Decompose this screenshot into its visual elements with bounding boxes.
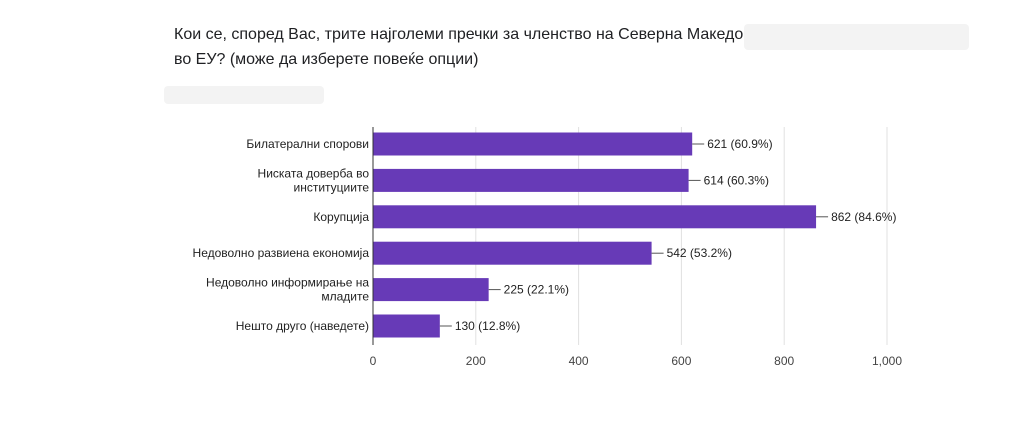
x-tick-label: 0 [370, 354, 377, 368]
question-title: Кои се, според Вас, трите најголеми преч… [174, 26, 774, 68]
bar [373, 205, 817, 229]
bar [373, 314, 440, 338]
bar [373, 278, 489, 302]
data-label: 225 (22.1%) [504, 283, 569, 297]
category-label: Ниската доверба во [258, 166, 370, 180]
x-tick-label: 200 [466, 354, 486, 368]
bar [373, 168, 689, 192]
x-tick-label: 400 [569, 354, 589, 368]
x-tick-label: 800 [774, 354, 794, 368]
category-label: Корупција [313, 210, 369, 224]
x-tick-label: 1,000 [872, 354, 902, 368]
category-label: Билатерални спорови [246, 137, 369, 151]
bar [373, 132, 693, 156]
data-label: 130 (12.8%) [455, 319, 520, 333]
x-tick-label: 600 [671, 354, 691, 368]
data-label: 542 (53.2%) [667, 246, 732, 260]
redacted-area [744, 24, 969, 50]
category-label: Нешто друго (наведете) [236, 319, 369, 333]
category-label: институциите [294, 180, 370, 194]
data-label: 621 (60.9%) [707, 137, 772, 151]
data-label: 862 (84.6%) [831, 210, 896, 224]
data-label: 614 (60.3%) [704, 173, 769, 187]
category-label: Недоволно развиена економија [193, 246, 370, 260]
bar [373, 241, 652, 265]
category-label: младите [321, 290, 369, 304]
category-label: Недоволно информирање на [206, 276, 369, 290]
redacted-area [164, 86, 324, 104]
